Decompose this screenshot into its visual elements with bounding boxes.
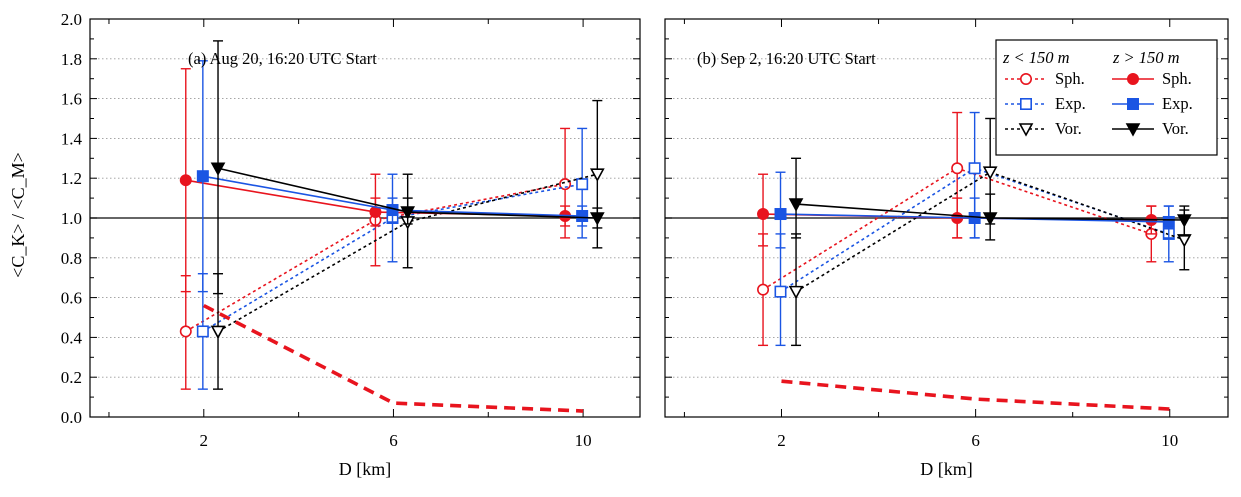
plot-frame [89, 18, 641, 418]
y-tick-label: 2.0 [61, 10, 82, 29]
data-point [210, 325, 226, 340]
data-point [179, 325, 192, 338]
legend-header: z < 150 m [1002, 48, 1070, 67]
y-tick-label: 0.8 [61, 249, 82, 268]
dashed-curve [202, 303, 584, 413]
x-axis-label: D [km] [339, 459, 392, 479]
x-tick-label: 10 [575, 431, 592, 450]
data-point [968, 162, 981, 175]
data-point [1162, 215, 1175, 228]
x-tick-label: 6 [389, 431, 398, 450]
legend-label: Sph. [1162, 69, 1192, 88]
legend-marker [1019, 98, 1032, 111]
data-point [179, 174, 192, 187]
data-point [196, 170, 209, 183]
x-tick-label: 2 [200, 431, 209, 450]
x-tick-label: 6 [971, 431, 980, 450]
y-tick-label: 0.4 [61, 328, 83, 347]
y-tick-label: 0.2 [61, 368, 82, 387]
data-point [400, 206, 416, 220]
y-tick-label: 0.0 [61, 408, 82, 427]
data-point [757, 208, 770, 221]
data-point [788, 285, 804, 300]
legend-marker [1125, 123, 1141, 137]
legend-label: Vor. [1055, 119, 1082, 138]
y-tick-label: 1.2 [61, 169, 82, 188]
y-tick-label: 1.6 [61, 90, 82, 109]
panel-a: 0.0 0.2 0.4 0.6 0.8 1.0 1.2 1.4 1.6 1.8 2.0 2 6 10 D [… [61, 10, 641, 479]
data-point [576, 178, 589, 191]
legend-marker [1019, 73, 1032, 86]
legend-label: Exp. [1055, 94, 1086, 113]
legend-box [995, 39, 1218, 156]
legend-marker [1018, 123, 1034, 137]
data-point [968, 212, 981, 225]
legend-label: Vor. [1162, 119, 1189, 138]
x-axis-label: D [km] [920, 459, 973, 479]
dashed-curve [781, 379, 1170, 411]
data-point [774, 285, 787, 298]
y-axis-label: <C_K> / <C_M> [8, 152, 28, 278]
data-point [757, 283, 770, 296]
x-tick-label: 10 [1161, 431, 1178, 450]
data-point [589, 168, 605, 182]
data-point [210, 162, 226, 176]
data-point [1176, 214, 1192, 228]
data-point [982, 166, 998, 180]
y-tick-label: 1.4 [61, 129, 83, 148]
panel-b: 2 6 10 D [km] (b) Sep 2, 16:20 UTC Start [664, 18, 1229, 479]
series-line [202, 183, 583, 333]
series-line [185, 183, 566, 333]
legend-marker [1127, 73, 1140, 86]
y-tick-label: 1.0 [61, 209, 82, 228]
legend: z < 150 m z > 150 m Sph. Exp. Vor. Sph. Exp. Vo… [995, 39, 1218, 156]
y-tick-label: 0.6 [61, 289, 82, 308]
legend-header: z > 150 m [1112, 48, 1180, 67]
legend-label: Exp. [1162, 94, 1193, 113]
legend-label: Sph. [1055, 69, 1085, 88]
plot-frame [664, 18, 1229, 418]
data-point [951, 162, 964, 175]
data-point [788, 198, 804, 212]
x-tick-label: 2 [777, 431, 786, 450]
panel-annotation: (a) Aug 20, 16:20 UTC Start [188, 49, 377, 68]
data-point [774, 208, 787, 221]
data-point [589, 212, 605, 226]
data-point [982, 212, 998, 226]
legend-marker [1127, 98, 1140, 111]
y-tick-label: 1.8 [61, 50, 82, 69]
data-point [576, 210, 589, 223]
panel-annotation: (b) Sep 2, 16:20 UTC Start [697, 49, 876, 68]
data-point [196, 325, 209, 338]
